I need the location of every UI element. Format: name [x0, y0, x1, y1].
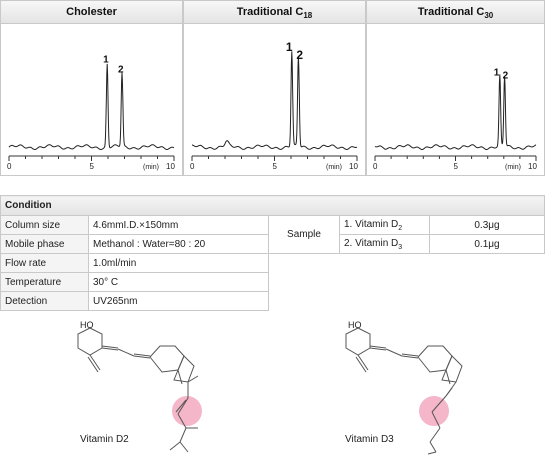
x-tick-label: 10: [528, 162, 537, 171]
peak-label: 2: [118, 65, 124, 76]
table-row: Temperature 30° C: [0, 272, 545, 292]
condition-value: 30° C: [88, 272, 269, 292]
chart-title: Traditional C18: [184, 1, 365, 24]
condition-label: Column size: [0, 215, 89, 235]
chart-panel-c18: Traditional C18 0 5 10 (min) 1 2: [183, 0, 366, 176]
vitamin-d3-structure: HO: [345, 320, 463, 455]
condition-value: 4.6mmI.D.×150mm: [88, 215, 269, 235]
peak-label: 1: [286, 40, 293, 54]
chart-panel-c30: Traditional C30 0 5 10 (min) 1 2: [366, 0, 545, 176]
table-row: Detection UV265nm: [0, 291, 545, 311]
peak-label: 2: [296, 48, 303, 62]
condition-value: Methanol : Water=80 : 20: [88, 234, 269, 254]
table-row: Flow rate 1.0ml/min: [0, 253, 545, 311]
x-axis-label: (min): [143, 164, 159, 171]
chart-title: Traditional C30: [367, 1, 544, 24]
signal-trace: [8, 63, 175, 150]
highlight-circle: [172, 396, 202, 426]
table-row: Mobile phase Methanol : Water=80 : 20 2.…: [0, 234, 545, 254]
chromatogram-chart: 0 5 10 (min) 12: [7, 55, 175, 171]
chart-panel-cholester: Cholester 0 5 10 (min) 1 2: [0, 0, 183, 176]
x-axis-label: (min): [326, 164, 342, 171]
sample-name: 2. Vitamin D3: [339, 234, 430, 254]
condition-value: UV265nm: [88, 291, 269, 311]
hydroxyl-label: HO: [348, 320, 362, 330]
condition-label: Detection: [0, 291, 89, 311]
condition-label: Flow rate: [0, 253, 89, 273]
sample-amount: 0.1μg: [429, 234, 545, 254]
x-tick-label: 0: [190, 162, 195, 171]
peak-label: 1: [494, 67, 500, 78]
hydroxyl-label: HO: [80, 320, 94, 330]
x-tick-label: 5: [454, 162, 459, 171]
table-row: Column size 4.6mmI.D.×150mm Sample 1. Vi…: [0, 215, 545, 254]
sample-amount: 0.3μg: [429, 215, 545, 235]
x-tick-label: 10: [349, 162, 358, 171]
peak-label: 1: [103, 55, 109, 66]
condition-label: Temperature: [0, 272, 89, 292]
condition-label: Mobile phase: [0, 234, 89, 254]
x-tick-label: 0: [373, 162, 378, 171]
condition-table: Condition Column size 4.6mmI.D.×150mm Sa…: [0, 195, 545, 311]
condition-title: Condition: [0, 195, 545, 216]
x-tick-label: 5: [90, 162, 95, 171]
structure-label: Vitamin D2: [80, 434, 129, 445]
condition-value: 1.0ml/min: [88, 253, 269, 273]
peak-label: 2: [503, 70, 509, 81]
x-tick-label: 0: [7, 162, 12, 171]
chart-title: Cholester: [1, 1, 182, 24]
structure-label: Vitamin D3: [345, 434, 394, 445]
chromatogram-chart: 0 5 10 (min) 12: [190, 40, 358, 171]
x-tick-label: 5: [273, 162, 278, 171]
sample-name: 1. Vitamin D2: [339, 215, 430, 235]
signal-trace: [374, 74, 537, 150]
signal-trace: [192, 51, 358, 150]
x-tick-label: 10: [166, 162, 175, 171]
x-axis-label: (min): [505, 164, 521, 171]
vitamin-d2-structure: HO: [77, 320, 202, 453]
molecule-bonds: [345, 327, 463, 455]
highlight-circle: [419, 396, 449, 426]
empty-cell: [268, 253, 545, 311]
sample-label: Sample: [268, 215, 340, 254]
molecule-bonds: [77, 327, 199, 453]
